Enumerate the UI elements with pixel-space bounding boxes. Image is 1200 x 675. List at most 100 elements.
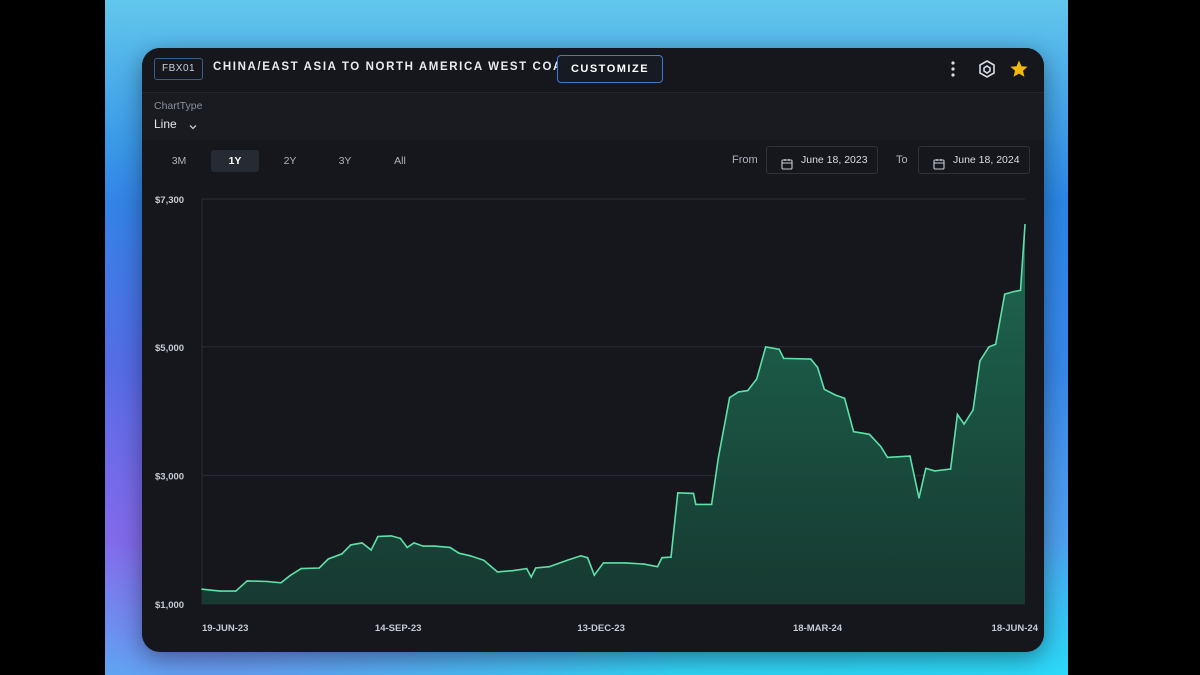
range-button-1y[interactable]: 1Y <box>211 150 259 172</box>
to-date-value: June 18, 2024 <box>953 154 1020 166</box>
data-point <box>834 394 837 396</box>
data-point <box>235 590 237 592</box>
data-point <box>566 559 569 562</box>
range-button-all[interactable]: All <box>394 155 406 167</box>
range-button-3m[interactable]: 3M <box>171 155 187 167</box>
network-icon[interactable] <box>976 58 998 80</box>
data-point <box>816 366 819 369</box>
data-point <box>823 388 826 391</box>
x-tick-label: 18-MAR-24 <box>793 623 843 634</box>
y-axis: $1,000 $3,000 $5,000 $7,300 <box>155 195 184 611</box>
data-point <box>361 542 363 544</box>
data-point <box>737 391 740 393</box>
data-point <box>886 456 889 459</box>
chevron-down-icon[interactable] <box>188 119 198 130</box>
data-point <box>746 389 749 392</box>
y-tick-label: $7,300 <box>155 195 184 206</box>
range-button-3y[interactable]: 3Y <box>338 155 352 167</box>
data-point <box>925 467 927 470</box>
data-point <box>586 556 589 559</box>
data-point <box>879 445 882 448</box>
data-point <box>406 546 409 549</box>
data-point <box>318 567 320 569</box>
data-point <box>717 457 720 459</box>
data-point <box>852 430 855 433</box>
data-point <box>1024 223 1026 226</box>
calendar-icon <box>781 154 793 170</box>
data-point <box>483 559 485 562</box>
chart-type-selector[interactable]: ChartType Line <box>142 93 1044 140</box>
data-point <box>530 576 532 578</box>
data-point <box>918 497 920 499</box>
data-point <box>433 545 436 547</box>
data-point <box>979 360 981 362</box>
data-point <box>643 563 645 565</box>
right-letterbox <box>1068 0 1200 675</box>
customize-button[interactable]: CUSTOMIZE <box>557 55 663 83</box>
data-point <box>909 455 911 457</box>
data-point <box>593 574 596 576</box>
data-point <box>289 574 291 577</box>
data-point <box>868 433 871 436</box>
data-point <box>534 567 537 569</box>
y-tick-label: $3,000 <box>155 471 184 482</box>
data-point <box>710 503 713 506</box>
data-point <box>399 537 402 540</box>
data-point <box>1012 290 1015 293</box>
chart-type-value[interactable]: Line <box>154 117 177 131</box>
data-point <box>1019 289 1022 292</box>
data-point <box>778 348 780 351</box>
chart-panel: FBX01 CHINA/EAST ASIA TO NORTH AMERICA W… <box>142 48 1044 652</box>
chart-type-label: ChartType <box>154 100 203 112</box>
data-point <box>956 413 959 416</box>
data-point <box>692 492 695 495</box>
data-point <box>422 545 424 547</box>
left-letterbox <box>0 0 105 675</box>
data-point <box>988 346 990 348</box>
data-point <box>377 535 379 538</box>
data-point <box>963 423 965 425</box>
y-tick-label: $1,000 <box>155 600 184 611</box>
data-point <box>949 468 952 470</box>
to-label: To <box>896 154 908 166</box>
data-point <box>327 558 330 560</box>
data-point <box>390 535 393 537</box>
range-button-2y[interactable]: 2Y <box>283 155 297 167</box>
data-point <box>661 556 663 559</box>
data-point <box>525 567 528 570</box>
data-point <box>934 470 936 472</box>
data-point <box>677 492 679 494</box>
data-point <box>602 562 605 564</box>
data-point <box>266 580 269 583</box>
data-point <box>469 555 472 557</box>
data-point <box>994 343 997 346</box>
data-point <box>670 556 672 558</box>
data-point <box>370 549 372 551</box>
data-point <box>413 542 415 544</box>
x-tick-label: 19-JUN-23 <box>202 623 248 634</box>
from-label: From <box>732 154 758 166</box>
x-tick-label: 18-JUN-24 <box>992 623 1039 634</box>
data-point <box>625 562 627 564</box>
route-title: CHINA/EAST ASIA TO NORTH AMERICA WEST CO… <box>213 61 581 73</box>
to-date-picker[interactable]: June 18, 2024 <box>918 146 1030 174</box>
range-toolbar: 3M 1Y 2Y 3Y All From June 18, 2023 To Ju… <box>142 144 1044 180</box>
data-point <box>512 569 514 572</box>
x-tick-label: 14-SEP-23 <box>375 623 421 634</box>
data-point <box>728 396 731 399</box>
data-point <box>219 590 221 592</box>
data-point <box>656 565 659 568</box>
index-code-badge: FBX01 <box>154 58 204 80</box>
x-axis: 19-JUN-23 14-SEP-23 13-DEC-23 18-MAR-24 18-J… <box>202 623 1039 634</box>
from-date-picker[interactable]: June 18, 2023 <box>766 146 878 174</box>
more-vertical-icon[interactable] <box>942 58 964 80</box>
data-point <box>350 544 352 546</box>
price-chart: $1,000 $3,000 $5,000 $7,300 19-JUN-23 14-SEP… <box>155 195 1039 634</box>
data-point <box>1003 293 1006 295</box>
data-point <box>449 546 451 549</box>
data-point <box>548 565 550 568</box>
data-point <box>972 409 974 411</box>
data-point <box>580 555 582 557</box>
data-point <box>843 397 846 400</box>
star-icon[interactable] <box>1008 58 1030 80</box>
